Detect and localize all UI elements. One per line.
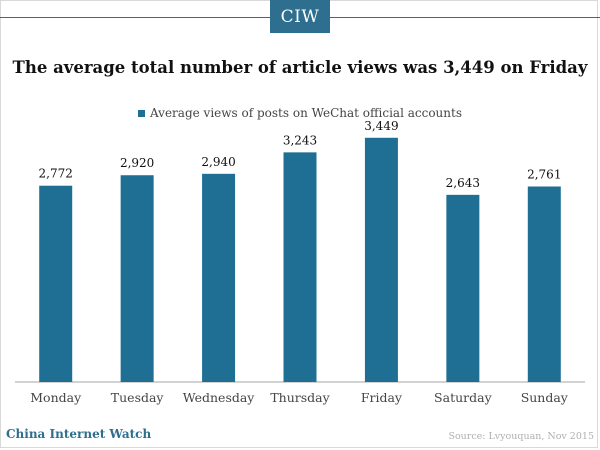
data-label-wednesday: 2,940 [201,155,235,169]
bar-tuesday [120,175,154,382]
legend-label: Average views of posts on WeChat officia… [150,106,462,120]
bar-wednesday [202,173,236,382]
x-tick-tuesday: Tuesday [111,390,165,405]
legend-swatch [138,109,145,117]
bar-sunday [527,186,561,382]
data-label-sunday: 2,761 [527,167,561,181]
x-tick-monday: Monday [30,390,82,405]
data-label-friday: 3,449 [364,119,398,133]
bar-monday [39,185,73,382]
chart-title: The average total number of article view… [12,58,588,77]
data-label-thursday: 3,243 [283,133,317,147]
x-tick-wednesday: Wednesday [183,390,256,405]
bar-saturday [446,194,480,382]
logo-text: CIW [280,6,320,27]
footer-source: Source: Lvyouquan, Nov 2015 [448,431,594,442]
chart-legend: Average views of posts on WeChat officia… [0,106,600,120]
x-tick-saturday: Saturday [434,390,493,405]
data-label-monday: 2,772 [39,167,73,181]
bar-friday [364,137,398,382]
x-tick-thursday: Thursday [270,390,330,405]
x-tick-sunday: Sunday [521,390,569,405]
data-label-saturday: 2,643 [446,176,480,190]
data-label-tuesday: 2,920 [120,156,154,170]
bar-thursday [283,152,317,382]
x-tick-friday: Friday [361,390,403,405]
ciw-logo: CIW [270,0,330,33]
footer-brand: China Internet Watch [6,427,152,441]
